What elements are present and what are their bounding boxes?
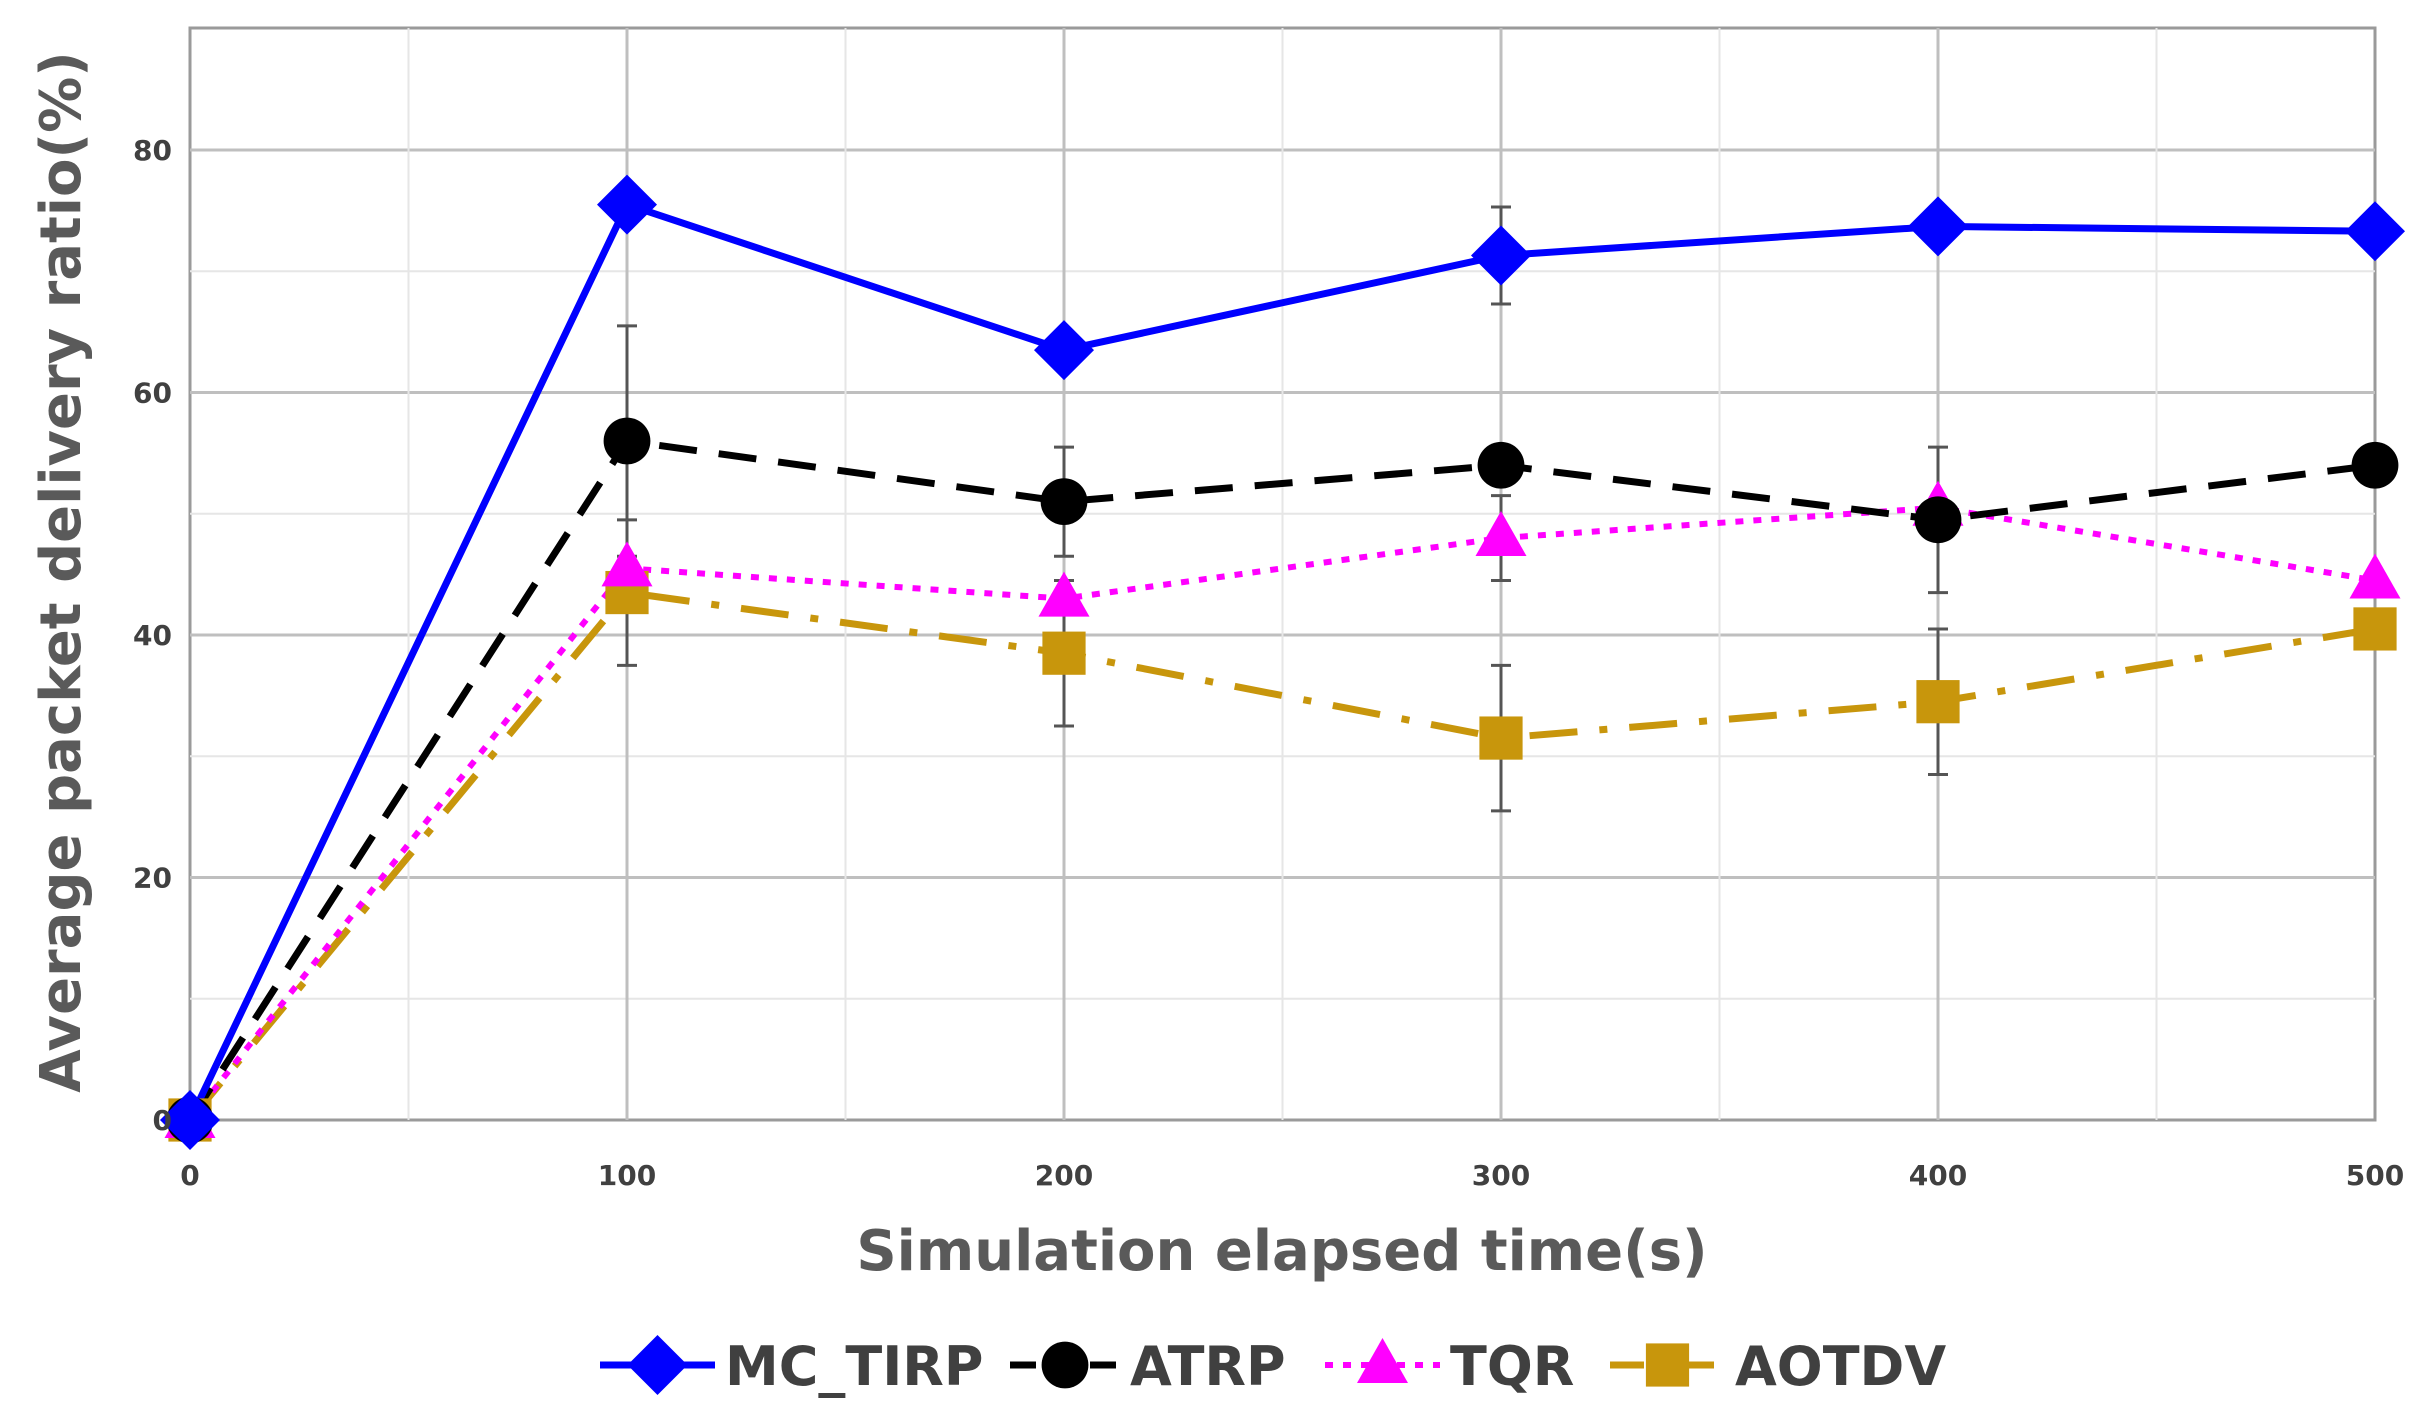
legend: MC_TIRP ATRP TQR AOTDV xyxy=(600,1335,1946,1398)
marker-triangle xyxy=(601,541,653,587)
marker-triangle xyxy=(2349,553,2401,599)
x-tick-label: 300 xyxy=(1472,1159,1530,1192)
series-line-atrp xyxy=(187,437,2376,1122)
marker-diamond xyxy=(2345,201,2405,262)
x-tick-label: 500 xyxy=(2346,1159,2404,1192)
legend-label-atrp: ATRP xyxy=(1130,1335,1286,1398)
x-tick-label: 100 xyxy=(598,1159,656,1192)
marker-triangle xyxy=(1357,1338,1408,1383)
marker-diamond xyxy=(1908,196,1968,257)
y-tick-label: 60 xyxy=(133,377,172,410)
series-line-mc_tirp xyxy=(186,201,2376,1122)
y-tick-labels: 0 20 40 60 80 xyxy=(133,134,172,1137)
series-line-aotdv xyxy=(187,589,2376,1123)
x-tick-label: 400 xyxy=(1909,1159,1967,1192)
y-tick-label: 20 xyxy=(133,862,172,895)
x-tick-label: 0 xyxy=(180,1159,199,1192)
marker-diamond xyxy=(160,1090,220,1150)
x-tick-labels: 0 100 200 300 400 500 xyxy=(180,1159,2404,1192)
marker-circle xyxy=(2351,441,2399,489)
series-line-tqr xyxy=(187,504,2376,1122)
x-tick-label: 200 xyxy=(1035,1159,1093,1192)
series-lines xyxy=(186,201,2376,1123)
marker-square xyxy=(2353,607,2397,651)
marker-square xyxy=(1645,1343,1690,1387)
marker-square xyxy=(1042,631,1086,675)
series-markers xyxy=(160,174,2405,1150)
legend-label-mc_tirp: MC_TIRP xyxy=(725,1335,983,1398)
marker-circle xyxy=(1040,478,1088,526)
y-axis-title: Average packet delivery ratio(%) xyxy=(29,51,94,1093)
marker-diamond xyxy=(627,1335,688,1395)
y-tick-label: 0 xyxy=(153,1104,172,1137)
marker-square xyxy=(1479,716,1523,760)
marker-triangle xyxy=(1038,571,1090,617)
marker-triangle xyxy=(1475,511,1527,556)
marker-circle xyxy=(1914,496,1962,544)
marker-circle xyxy=(1041,1341,1089,1389)
legend-label-aotdv: AOTDV xyxy=(1735,1335,1946,1398)
y-tick-label: 40 xyxy=(133,619,172,652)
marker-square xyxy=(1916,680,1960,724)
legend-label-tqr: TQR xyxy=(1450,1335,1574,1398)
y-tick-label: 80 xyxy=(133,134,172,167)
x-axis-title: Simulation elapsed time(s) xyxy=(856,1219,1707,1284)
marker-diamond xyxy=(597,174,657,235)
marker-circle xyxy=(1477,441,1525,489)
marker-diamond xyxy=(1034,320,1094,381)
marker-circle xyxy=(603,417,651,465)
marker-diamond xyxy=(1471,225,1531,286)
